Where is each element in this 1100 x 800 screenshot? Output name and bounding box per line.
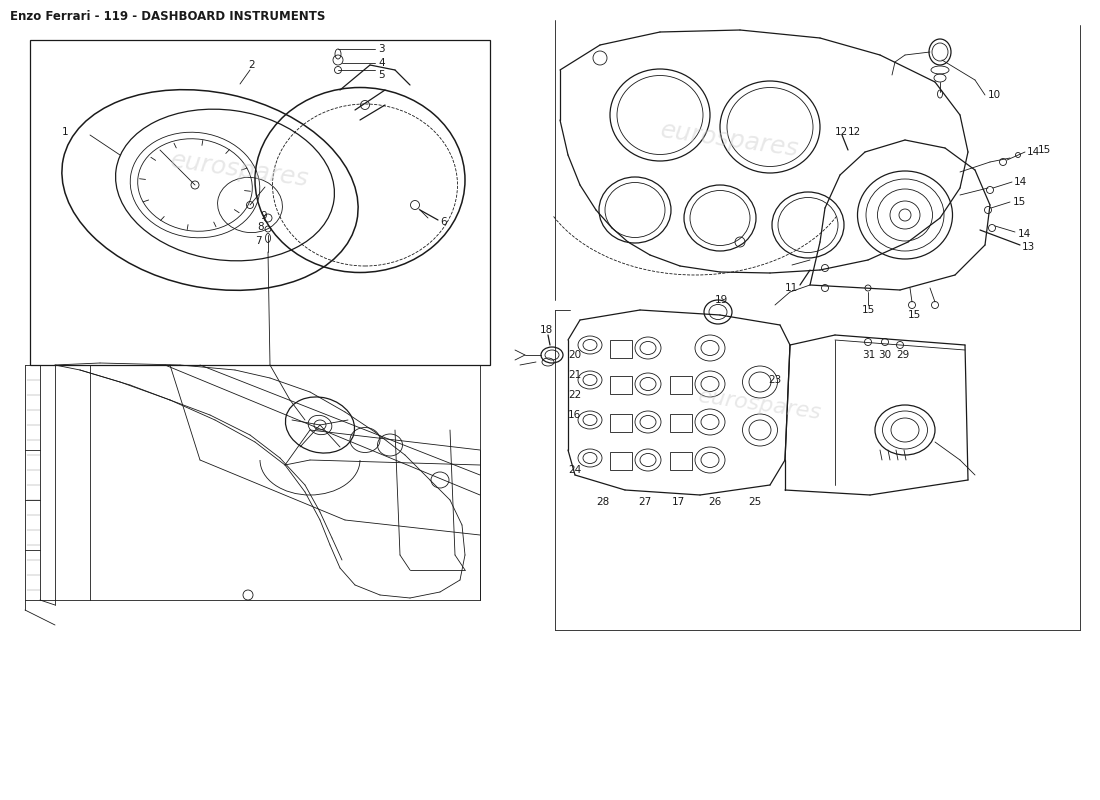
Text: 20: 20 bbox=[568, 350, 581, 360]
Text: eurospares: eurospares bbox=[659, 118, 801, 162]
Text: 22: 22 bbox=[568, 390, 581, 400]
Text: 27: 27 bbox=[638, 497, 651, 507]
Bar bbox=[610, 452, 632, 470]
Text: 15: 15 bbox=[862, 305, 876, 315]
Text: 17: 17 bbox=[672, 497, 685, 507]
Bar bbox=[670, 376, 692, 394]
Text: eurospares: eurospares bbox=[169, 149, 311, 191]
Text: Enzo Ferrari - 119 - DASHBOARD INSTRUMENTS: Enzo Ferrari - 119 - DASHBOARD INSTRUMEN… bbox=[10, 10, 326, 23]
Text: 2: 2 bbox=[248, 60, 254, 70]
Bar bbox=[610, 340, 632, 358]
Text: 23: 23 bbox=[768, 375, 781, 385]
Bar bbox=[670, 452, 692, 470]
Text: 19: 19 bbox=[715, 295, 728, 305]
Text: 4: 4 bbox=[378, 58, 385, 68]
Text: 12: 12 bbox=[835, 127, 848, 137]
Bar bbox=[670, 414, 692, 432]
Text: 30: 30 bbox=[878, 350, 891, 360]
Text: 3: 3 bbox=[378, 44, 385, 54]
Text: 31: 31 bbox=[862, 350, 876, 360]
Text: 9: 9 bbox=[260, 211, 266, 221]
Text: 15: 15 bbox=[908, 310, 922, 320]
Text: 24: 24 bbox=[568, 465, 581, 475]
Text: 8: 8 bbox=[257, 222, 264, 232]
Text: 12: 12 bbox=[848, 127, 861, 137]
Text: 5: 5 bbox=[378, 70, 385, 80]
Text: 14: 14 bbox=[1014, 177, 1027, 187]
Text: 16: 16 bbox=[568, 410, 581, 420]
Bar bbox=[610, 376, 632, 394]
Text: 10: 10 bbox=[988, 90, 1001, 100]
Text: eurospares: eurospares bbox=[697, 386, 823, 423]
Text: 28: 28 bbox=[596, 497, 609, 507]
Bar bbox=[610, 414, 632, 432]
Text: 14: 14 bbox=[1018, 229, 1032, 239]
Text: 21: 21 bbox=[568, 370, 581, 380]
Text: 15: 15 bbox=[1013, 197, 1026, 207]
Text: 11: 11 bbox=[785, 283, 799, 293]
Bar bbox=[30, 40, 489, 365]
Text: 7: 7 bbox=[255, 236, 262, 246]
Text: 25: 25 bbox=[748, 497, 761, 507]
Text: 26: 26 bbox=[708, 497, 722, 507]
Text: 13: 13 bbox=[1022, 242, 1035, 252]
Text: 29: 29 bbox=[896, 350, 910, 360]
Text: 1: 1 bbox=[62, 127, 68, 137]
Text: 6: 6 bbox=[440, 217, 447, 227]
Text: 14: 14 bbox=[1027, 147, 1041, 157]
Text: 18: 18 bbox=[540, 325, 553, 335]
Text: 15: 15 bbox=[1038, 145, 1052, 155]
